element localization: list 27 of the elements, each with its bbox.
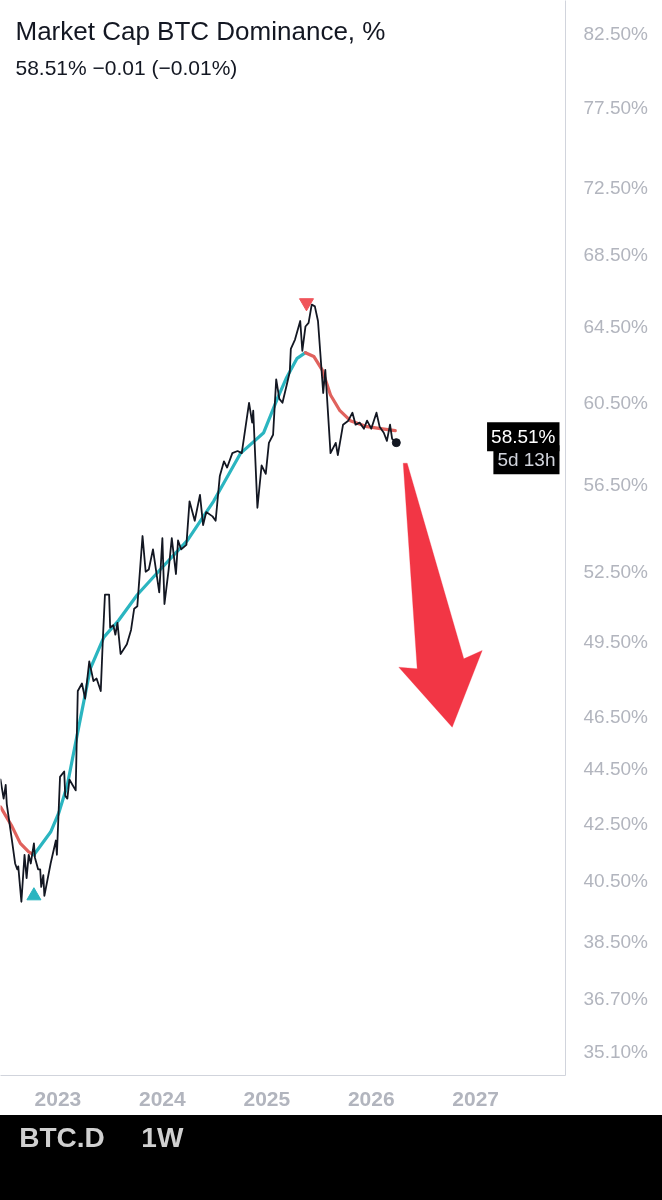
text: BTC.D — [19, 1122, 105, 1153]
x-tick-label: 2026 — [347, 1086, 395, 1110]
y-tick-label: 52.50% — [583, 561, 649, 583]
x-tick-label: 2025 — [243, 1086, 291, 1110]
text: Market Cap BTC Dominance, % — [15, 15, 386, 46]
y-tick-label: 49.50% — [583, 631, 649, 653]
y-tick-label: 72.50% — [583, 176, 649, 198]
x-tick-label: 2027 — [452, 1086, 500, 1110]
y-tick-label: 82.50% — [583, 22, 649, 44]
annotation: 58.51% — [491, 426, 556, 448]
y-tick-label: 56.50% — [583, 473, 649, 495]
y-tick-label: 60.50% — [583, 392, 649, 414]
text: 58.51% −0.01 (−0.01%) — [15, 56, 238, 79]
annotation: 5d 13h — [497, 449, 556, 471]
y-tick-label: 68.50% — [583, 244, 649, 266]
y-tick-label: 64.50% — [583, 316, 649, 338]
y-tick-label: 40.50% — [583, 870, 649, 892]
y-tick-label: 46.50% — [583, 705, 649, 727]
x-tick-label: 2024 — [139, 1086, 187, 1110]
y-tick-label: 36.70% — [583, 987, 649, 1009]
y-tick-label: 77.50% — [583, 97, 649, 119]
x-tick-label: 2023 — [34, 1086, 82, 1110]
y-tick-label: 42.50% — [583, 813, 649, 835]
y-tick-label: 38.50% — [583, 930, 649, 952]
y-tick-label: 44.50% — [583, 758, 649, 780]
y-tick-label: 35.10% — [583, 1041, 649, 1062]
text: 1W — [141, 1122, 184, 1153]
